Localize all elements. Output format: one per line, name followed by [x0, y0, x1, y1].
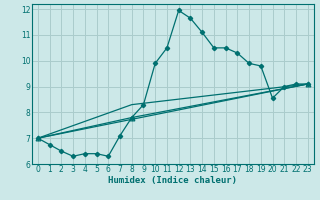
X-axis label: Humidex (Indice chaleur): Humidex (Indice chaleur)	[108, 176, 237, 185]
